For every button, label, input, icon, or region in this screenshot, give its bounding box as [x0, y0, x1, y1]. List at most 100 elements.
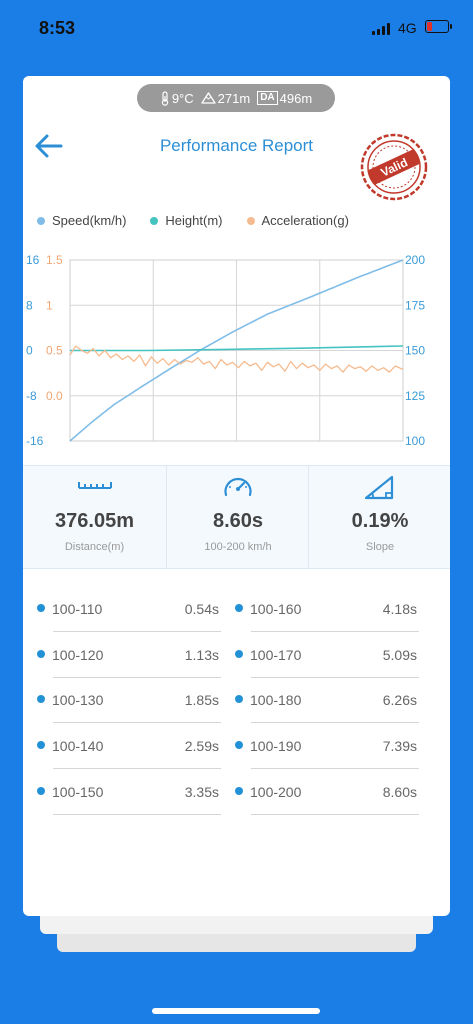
left-axis-tick-height: 0: [26, 344, 33, 358]
split-divider: [53, 631, 221, 632]
battery-icon: [425, 20, 452, 33]
split-range: 100-180: [250, 692, 302, 708]
split-divider: [251, 814, 419, 815]
split-divider: [53, 722, 221, 723]
altitude-value: 271m: [217, 90, 251, 106]
stat-label: Distance(m): [64, 541, 125, 553]
split-dot: [235, 787, 243, 795]
split-row: 100-120 1.13s: [37, 632, 221, 678]
legend-dot: [150, 216, 159, 225]
split-range: 100-160: [250, 601, 302, 617]
split-range: 100-110: [52, 601, 103, 617]
split-range: 100-170: [250, 647, 302, 663]
split-row: 100-170 5.09s: [235, 632, 419, 678]
split-divider: [53, 677, 221, 678]
left-axis-tick-height: 8: [26, 298, 33, 312]
legend-item-height: Height(m): [150, 213, 223, 228]
split-dot: [235, 741, 243, 749]
split-row: 100-160 4.18s: [235, 586, 419, 632]
split-dot: [37, 695, 45, 703]
summary-stats: 376.05m Distance(m) 8.60s 100-200 km/h 0…: [23, 465, 450, 569]
stat-slope: 0.19% Slope: [308, 466, 450, 568]
stat-label: Slope: [365, 541, 395, 553]
split-time: 7.39s: [382, 738, 417, 754]
split-dot: [235, 604, 243, 612]
left-axis-tick-acceleration: 0.0: [46, 389, 63, 403]
split-row: 100-150 3.35s: [37, 769, 221, 815]
split-dot: [235, 650, 243, 658]
network-type: 4G: [398, 20, 417, 36]
split-row: 100-130 1.85s: [37, 677, 221, 723]
left-axis-tick-height: -8: [26, 389, 37, 403]
split-dot: [37, 650, 45, 658]
signal-icon: [372, 23, 394, 35]
split-time: 1.13s: [184, 647, 219, 663]
legend-dot: [37, 216, 45, 225]
right-axis-tick-speed: 200: [405, 253, 425, 267]
right-axis-tick-speed: 175: [405, 298, 425, 312]
environment-pill: 9°C 271m DA 496m: [137, 84, 335, 112]
left-axis-tick-acceleration: 1.5: [46, 253, 63, 267]
split-time: 0.54s: [184, 601, 219, 617]
split-time: 5.09s: [382, 647, 417, 663]
chart-legend: Speed(km/h) Height(m) Acceleration(g): [37, 213, 373, 228]
legend-item-acceleration: Acceleration(g): [246, 213, 349, 228]
series-line-height: [70, 345, 404, 352]
speedometer-icon: [224, 477, 252, 497]
split-divider: [251, 677, 419, 678]
left-axis-tick-acceleration: 1: [46, 298, 53, 312]
stat-distance: 376.05m Distance(m): [23, 466, 166, 568]
back-arrow-icon[interactable]: [33, 131, 63, 161]
split-range: 100-120: [52, 647, 104, 663]
split-row: 100-180 6.26s: [235, 677, 419, 723]
split-time: 2.59s: [184, 738, 219, 754]
split-row: 100-140 2.59s: [37, 723, 221, 769]
split-divider: [251, 768, 419, 769]
status-time: 8:53: [39, 18, 76, 38]
split-time: 8.60s: [382, 784, 417, 800]
density-altitude-badge: DA: [257, 91, 278, 105]
split-row: 100-190 7.39s: [235, 723, 419, 769]
stat-label: 100-200 km/h: [204, 541, 272, 553]
split-range: 100-150: [52, 784, 104, 800]
report-card: 9°C 271m DA 496m Performance Report Vali…: [23, 76, 450, 916]
split-dot: [235, 695, 243, 703]
left-axis-tick-height: -16: [26, 434, 44, 448]
stat-value: 376.05m: [55, 510, 134, 532]
temperature-value: 9°C: [171, 90, 194, 106]
stat-value: 0.19%: [351, 510, 409, 532]
split-dot: [37, 787, 45, 795]
split-time: 4.18s: [382, 601, 417, 617]
home-indicator[interactable]: [152, 1008, 320, 1014]
slope-icon: [364, 475, 394, 500]
split-divider: [53, 768, 221, 769]
legend-label: Speed(km/h): [52, 213, 127, 228]
left-axis-tick-acceleration: 0.5: [46, 344, 63, 358]
stat-value: 8.60s: [212, 510, 264, 532]
split-range: 100-190: [250, 738, 302, 754]
right-axis-tick-speed: 100: [405, 434, 425, 448]
page-title: Performance Report: [159, 136, 314, 155]
split-row: 100-200 8.60s: [235, 769, 419, 815]
density-altitude-value: 496m: [279, 90, 313, 106]
valid-stamp: Valid: [360, 133, 428, 201]
stamp-text: Valid: [379, 155, 410, 180]
split-dot: [37, 604, 45, 612]
left-axis-tick-height: 16: [26, 253, 40, 267]
series-line-acceleration: [69, 345, 404, 373]
split-range: 100-200: [250, 784, 302, 800]
right-axis-tick-speed: 125: [405, 389, 425, 403]
performance-chart: 16 8 0 -8 -16 1.5 1 0.5 0.0 200 175 150 125 100: [26, 253, 425, 448]
split-divider: [251, 631, 419, 632]
legend-label: Acceleration(g): [261, 213, 349, 228]
split-dot: [37, 741, 45, 749]
ruler-icon: [77, 482, 112, 489]
thermometer-icon: [161, 90, 169, 106]
status-bar: 8:53 4G: [0, 0, 473, 52]
right-axis-tick-speed: 150: [405, 344, 425, 358]
split-range: 100-130: [52, 692, 104, 708]
legend-item-speed: Speed(km/h): [37, 213, 126, 228]
legend-label: Height(m): [165, 213, 223, 228]
split-row: 100-110 0.54s: [37, 586, 221, 632]
stat-time: 8.60s 100-200 km/h: [166, 466, 309, 568]
